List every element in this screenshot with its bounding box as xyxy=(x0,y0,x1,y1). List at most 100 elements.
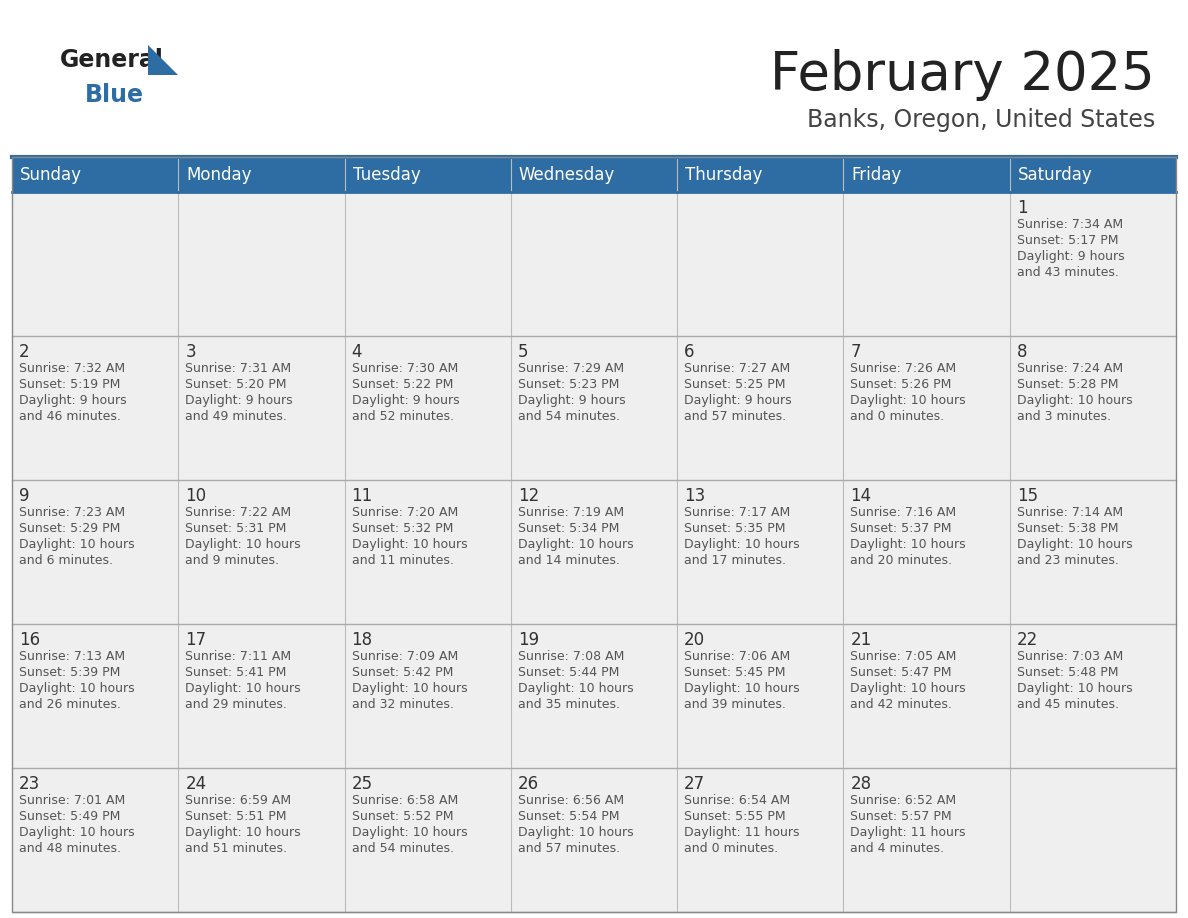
Text: and 17 minutes.: and 17 minutes. xyxy=(684,554,786,567)
Text: Sunrise: 7:14 AM: Sunrise: 7:14 AM xyxy=(1017,506,1123,519)
Text: Sunset: 5:38 PM: Sunset: 5:38 PM xyxy=(1017,522,1118,535)
Bar xyxy=(345,624,511,768)
Text: and 9 minutes.: and 9 minutes. xyxy=(185,554,279,567)
Text: Sunset: 5:44 PM: Sunset: 5:44 PM xyxy=(518,666,619,679)
Text: Tuesday: Tuesday xyxy=(353,165,421,184)
Bar xyxy=(178,624,345,768)
Text: Daylight: 10 hours: Daylight: 10 hours xyxy=(352,538,467,551)
Text: Sunset: 5:31 PM: Sunset: 5:31 PM xyxy=(185,522,286,535)
Text: 15: 15 xyxy=(1017,487,1038,505)
Text: and 35 minutes.: and 35 minutes. xyxy=(518,698,620,711)
Bar xyxy=(345,768,511,912)
Text: Sunset: 5:37 PM: Sunset: 5:37 PM xyxy=(851,522,952,535)
Text: Sunrise: 7:27 AM: Sunrise: 7:27 AM xyxy=(684,362,790,375)
Text: Daylight: 10 hours: Daylight: 10 hours xyxy=(352,826,467,839)
Text: Sunrise: 7:16 AM: Sunrise: 7:16 AM xyxy=(851,506,956,519)
Bar xyxy=(511,192,677,336)
Text: Sunset: 5:26 PM: Sunset: 5:26 PM xyxy=(851,378,952,391)
Text: Sunrise: 7:13 AM: Sunrise: 7:13 AM xyxy=(19,650,125,663)
Text: February 2025: February 2025 xyxy=(770,49,1155,101)
Text: Daylight: 10 hours: Daylight: 10 hours xyxy=(185,826,301,839)
Bar xyxy=(12,157,1176,192)
Text: Thursday: Thursday xyxy=(685,165,763,184)
Bar xyxy=(345,480,511,624)
Text: and 29 minutes.: and 29 minutes. xyxy=(185,698,287,711)
Polygon shape xyxy=(148,45,178,75)
Text: Sunset: 5:29 PM: Sunset: 5:29 PM xyxy=(19,522,120,535)
Text: 5: 5 xyxy=(518,343,529,361)
Text: and 0 minutes.: and 0 minutes. xyxy=(851,410,944,423)
Text: 2: 2 xyxy=(19,343,30,361)
Text: and 54 minutes.: and 54 minutes. xyxy=(518,410,620,423)
Text: and 6 minutes.: and 6 minutes. xyxy=(19,554,113,567)
Text: and 57 minutes.: and 57 minutes. xyxy=(518,842,620,855)
Text: and 3 minutes.: and 3 minutes. xyxy=(1017,410,1111,423)
Text: Banks, Oregon, United States: Banks, Oregon, United States xyxy=(807,108,1155,132)
Text: 23: 23 xyxy=(19,775,40,793)
Text: Sunrise: 7:08 AM: Sunrise: 7:08 AM xyxy=(518,650,624,663)
Text: General: General xyxy=(61,48,164,72)
Text: Sunrise: 6:59 AM: Sunrise: 6:59 AM xyxy=(185,794,291,807)
Text: Monday: Monday xyxy=(187,165,252,184)
Text: 24: 24 xyxy=(185,775,207,793)
Text: Sunset: 5:22 PM: Sunset: 5:22 PM xyxy=(352,378,453,391)
Text: 20: 20 xyxy=(684,631,706,649)
Text: Sunrise: 7:32 AM: Sunrise: 7:32 AM xyxy=(19,362,125,375)
Text: Sunrise: 7:11 AM: Sunrise: 7:11 AM xyxy=(185,650,291,663)
Bar xyxy=(12,192,178,336)
Text: Daylight: 10 hours: Daylight: 10 hours xyxy=(518,826,633,839)
Text: Daylight: 10 hours: Daylight: 10 hours xyxy=(19,826,134,839)
Bar xyxy=(12,157,1176,912)
Text: and 39 minutes.: and 39 minutes. xyxy=(684,698,786,711)
Text: 3: 3 xyxy=(185,343,196,361)
Text: Sunrise: 7:29 AM: Sunrise: 7:29 AM xyxy=(518,362,624,375)
Text: Daylight: 10 hours: Daylight: 10 hours xyxy=(185,538,301,551)
Text: 6: 6 xyxy=(684,343,695,361)
Bar xyxy=(677,336,843,480)
Text: Daylight: 9 hours: Daylight: 9 hours xyxy=(352,394,460,407)
Text: Sunrise: 7:26 AM: Sunrise: 7:26 AM xyxy=(851,362,956,375)
Text: Sunset: 5:25 PM: Sunset: 5:25 PM xyxy=(684,378,785,391)
Text: Daylight: 10 hours: Daylight: 10 hours xyxy=(19,682,134,695)
Bar xyxy=(1010,336,1176,480)
Bar xyxy=(843,192,1010,336)
Text: 7: 7 xyxy=(851,343,861,361)
Text: Sunrise: 6:56 AM: Sunrise: 6:56 AM xyxy=(518,794,624,807)
Text: and 11 minutes.: and 11 minutes. xyxy=(352,554,454,567)
Text: Blue: Blue xyxy=(86,83,144,107)
Bar xyxy=(677,768,843,912)
Bar xyxy=(511,624,677,768)
Text: 4: 4 xyxy=(352,343,362,361)
Text: Sunrise: 7:20 AM: Sunrise: 7:20 AM xyxy=(352,506,457,519)
Text: Sunset: 5:57 PM: Sunset: 5:57 PM xyxy=(851,810,952,823)
Text: 10: 10 xyxy=(185,487,207,505)
Text: Sunrise: 7:19 AM: Sunrise: 7:19 AM xyxy=(518,506,624,519)
Text: Sunset: 5:55 PM: Sunset: 5:55 PM xyxy=(684,810,785,823)
Text: Sunset: 5:48 PM: Sunset: 5:48 PM xyxy=(1017,666,1118,679)
Bar xyxy=(178,336,345,480)
Text: 22: 22 xyxy=(1017,631,1038,649)
Text: Daylight: 10 hours: Daylight: 10 hours xyxy=(1017,538,1132,551)
Bar xyxy=(843,768,1010,912)
Text: and 0 minutes.: and 0 minutes. xyxy=(684,842,778,855)
Text: 27: 27 xyxy=(684,775,706,793)
Text: Saturday: Saturday xyxy=(1018,165,1093,184)
Text: and 42 minutes.: and 42 minutes. xyxy=(851,698,953,711)
Text: Daylight: 9 hours: Daylight: 9 hours xyxy=(1017,250,1124,263)
Text: Sunrise: 7:34 AM: Sunrise: 7:34 AM xyxy=(1017,218,1123,231)
Text: and 54 minutes.: and 54 minutes. xyxy=(352,842,454,855)
Text: Wednesday: Wednesday xyxy=(519,165,615,184)
Text: Sunset: 5:51 PM: Sunset: 5:51 PM xyxy=(185,810,286,823)
Text: 16: 16 xyxy=(19,631,40,649)
Text: Sunset: 5:32 PM: Sunset: 5:32 PM xyxy=(352,522,453,535)
Text: Sunset: 5:34 PM: Sunset: 5:34 PM xyxy=(518,522,619,535)
Text: 14: 14 xyxy=(851,487,872,505)
Text: Daylight: 9 hours: Daylight: 9 hours xyxy=(518,394,626,407)
Bar xyxy=(178,768,345,912)
Text: 18: 18 xyxy=(352,631,373,649)
Text: and 45 minutes.: and 45 minutes. xyxy=(1017,698,1119,711)
Text: and 52 minutes.: and 52 minutes. xyxy=(352,410,454,423)
Text: Sunday: Sunday xyxy=(20,165,82,184)
Bar xyxy=(1010,624,1176,768)
Bar xyxy=(12,624,178,768)
